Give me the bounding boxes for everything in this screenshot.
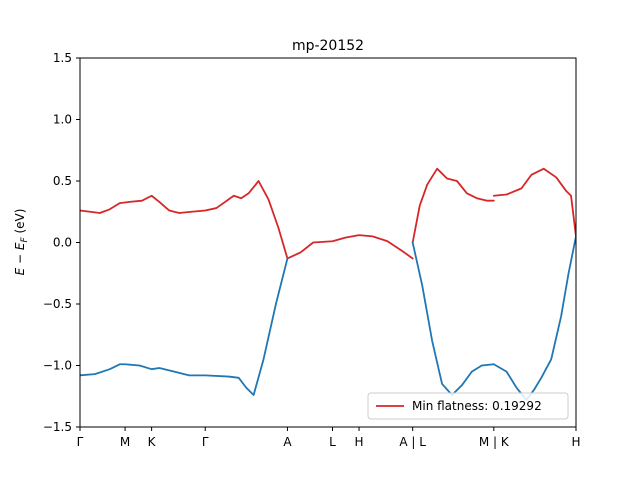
x-tick-label: M: [120, 435, 130, 449]
y-tick-label: −1.5: [43, 420, 72, 434]
band-blue-segment-0: [80, 257, 289, 396]
x-tick-label: H: [571, 435, 580, 449]
y-tick-label: 0.0: [53, 236, 72, 250]
band-blue-segment-2: [492, 235, 576, 401]
band-red-segment-2: [492, 167, 576, 238]
y-axis-label: E − EF (eV): [13, 209, 30, 276]
legend-box: [367, 392, 569, 420]
x-tick-label: L: [329, 435, 336, 449]
y-tick-label: 0.5: [53, 174, 72, 188]
x-tick-label: M | K: [479, 435, 510, 449]
axes-layer: −1.5 −1.0 −0.5 0.0 0.5 1.0 1.5 Γ M K Γ A L H A | L M | …: [43, 51, 581, 449]
x-tick-label: H: [355, 435, 364, 449]
x-tick-label: A: [283, 435, 292, 449]
x-tick-label: K: [148, 435, 157, 449]
y-tick-label: −0.5: [43, 297, 72, 311]
chart-title: mp-20152: [292, 38, 364, 54]
band-red-segment-1: [411, 167, 495, 244]
y-tick-label: 1.0: [53, 113, 72, 127]
x-tick-label: Γ: [77, 435, 84, 449]
legend-label: Min flatness: 0.19292: [412, 399, 542, 413]
y-tick-label: 1.5: [53, 51, 72, 65]
x-tick-label: A | L: [399, 435, 426, 449]
legend: Min flatness: 0.19292: [367, 392, 569, 420]
x-tick-label: Γ: [202, 435, 209, 449]
y-tick-label: −1.0: [43, 359, 72, 373]
band-red-segment-0: [80, 180, 414, 260]
